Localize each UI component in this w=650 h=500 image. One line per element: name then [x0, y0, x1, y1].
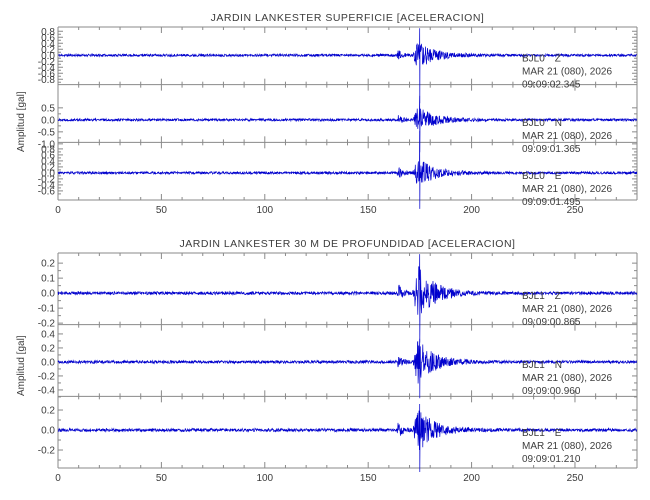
panel-title-surface: JARDIN LANKESTER SUPERFICIE [ACELERACION…: [210, 12, 485, 24]
y-tick-label: 0.8: [41, 144, 55, 155]
date-label: MAR 21 (080), 2026: [522, 441, 612, 452]
time-label: 09:09:01.495: [522, 197, 581, 208]
station-channel-label: BJL0 Z: [522, 53, 561, 64]
x-tick-label: 150: [360, 473, 377, 484]
y-tick-label: 0.0: [41, 357, 55, 368]
station-channel-label: BJL1 Z: [522, 291, 561, 302]
y-tick-label: 0.4: [41, 156, 55, 167]
time-label: 09:09:01.210: [522, 454, 581, 465]
y-tick-label: 0.4: [41, 329, 55, 340]
y-tick-label: 0.0: [41, 51, 55, 62]
x-tick-label: 200: [463, 473, 480, 484]
y-tick-label: 0.6: [41, 150, 55, 161]
trace-BJL0-N: [57, 95, 638, 153]
y-axis-label-borehole: Amplitud [gal]: [16, 335, 27, 396]
x-tick-label: 50: [156, 473, 168, 484]
date-label: MAR 21 (080), 2026: [522, 304, 612, 315]
y-tick-label: 0.0: [41, 115, 55, 126]
x-tick-label: 200: [463, 205, 480, 216]
y-tick-label: -0.2: [38, 446, 56, 457]
y-tick-label: -1.0: [38, 139, 56, 150]
station-channel-label: BJL1 N: [522, 360, 562, 371]
y-tick-label: 0.5: [41, 103, 55, 114]
y-tick-label: -0.6: [38, 69, 56, 80]
trace-BJL1-E: [57, 403, 638, 473]
y-tick-label: -0.8: [38, 75, 56, 86]
y-tick-label: 0.2: [41, 259, 55, 270]
y-tick-label: 0.1: [41, 274, 55, 285]
y-tick-label: -0.6: [38, 186, 56, 197]
trace-BJL1-Z: [57, 254, 638, 343]
y-tick-label: 0.6: [41, 33, 55, 44]
date-label: MAR 21 (080), 2026: [522, 66, 612, 77]
date-label: MAR 21 (080), 2026: [522, 131, 612, 142]
x-tick-label: 150: [360, 205, 377, 216]
y-tick-label: -0.2: [38, 319, 56, 330]
x-tick-label: 250: [567, 205, 584, 216]
trace-BJL0-E: [57, 130, 638, 209]
x-tick-label: 100: [256, 205, 273, 216]
y-tick-label: 0.2: [41, 343, 55, 354]
x-tick-label: 50: [156, 205, 168, 216]
y-tick-label: 0.2: [41, 406, 55, 417]
station-channel-label: BJL1 E: [522, 428, 562, 439]
x-tick-label: 100: [256, 473, 273, 484]
y-tick-label: 0.0: [41, 426, 55, 437]
time-label: 09:09:00.865: [522, 317, 581, 328]
x-tick-label: 0: [55, 205, 61, 216]
y-tick-label: 0.4: [41, 39, 55, 50]
station-channel-label: BJL0 N: [522, 118, 562, 129]
y-tick-label: -0.4: [38, 63, 56, 74]
y-tick-label: 0.0: [41, 289, 55, 300]
y-tick-label: 0.2: [41, 162, 55, 173]
y-tick-label: 0.8: [41, 27, 55, 38]
y-tick-label: -0.1: [38, 304, 56, 315]
time-label: 09:09:00.960: [522, 386, 581, 397]
date-label: MAR 21 (080), 2026: [522, 184, 612, 195]
x-tick-label: 250: [567, 473, 584, 484]
station-channel-label: BJL0 E: [522, 171, 562, 182]
y-tick-label: -0.2: [38, 371, 56, 382]
trace-BJL0-Z: [58, 28, 637, 104]
y-axis-label-surface: Amplitud [gal]: [16, 91, 27, 152]
y-tick-label: 0.0: [41, 168, 55, 179]
x-tick-label: 0: [55, 473, 61, 484]
y-tick-label: -0.4: [38, 180, 56, 191]
time-label: 09:09:01.365: [522, 144, 581, 155]
panel-title-borehole: JARDIN LANKESTER 30 M DE PROFUNDIDAD [AC…: [179, 238, 516, 250]
trace-BJL1-N: [57, 338, 637, 399]
time-label: 09:09:02.345: [522, 79, 581, 90]
y-tick-label: -0.2: [38, 174, 56, 185]
date-label: MAR 21 (080), 2026: [522, 373, 612, 384]
y-tick-label: -0.5: [38, 127, 56, 138]
y-tick-label: -0.2: [38, 57, 56, 68]
y-tick-label: -0.4: [38, 385, 56, 396]
y-tick-label: 0.2: [41, 45, 55, 56]
